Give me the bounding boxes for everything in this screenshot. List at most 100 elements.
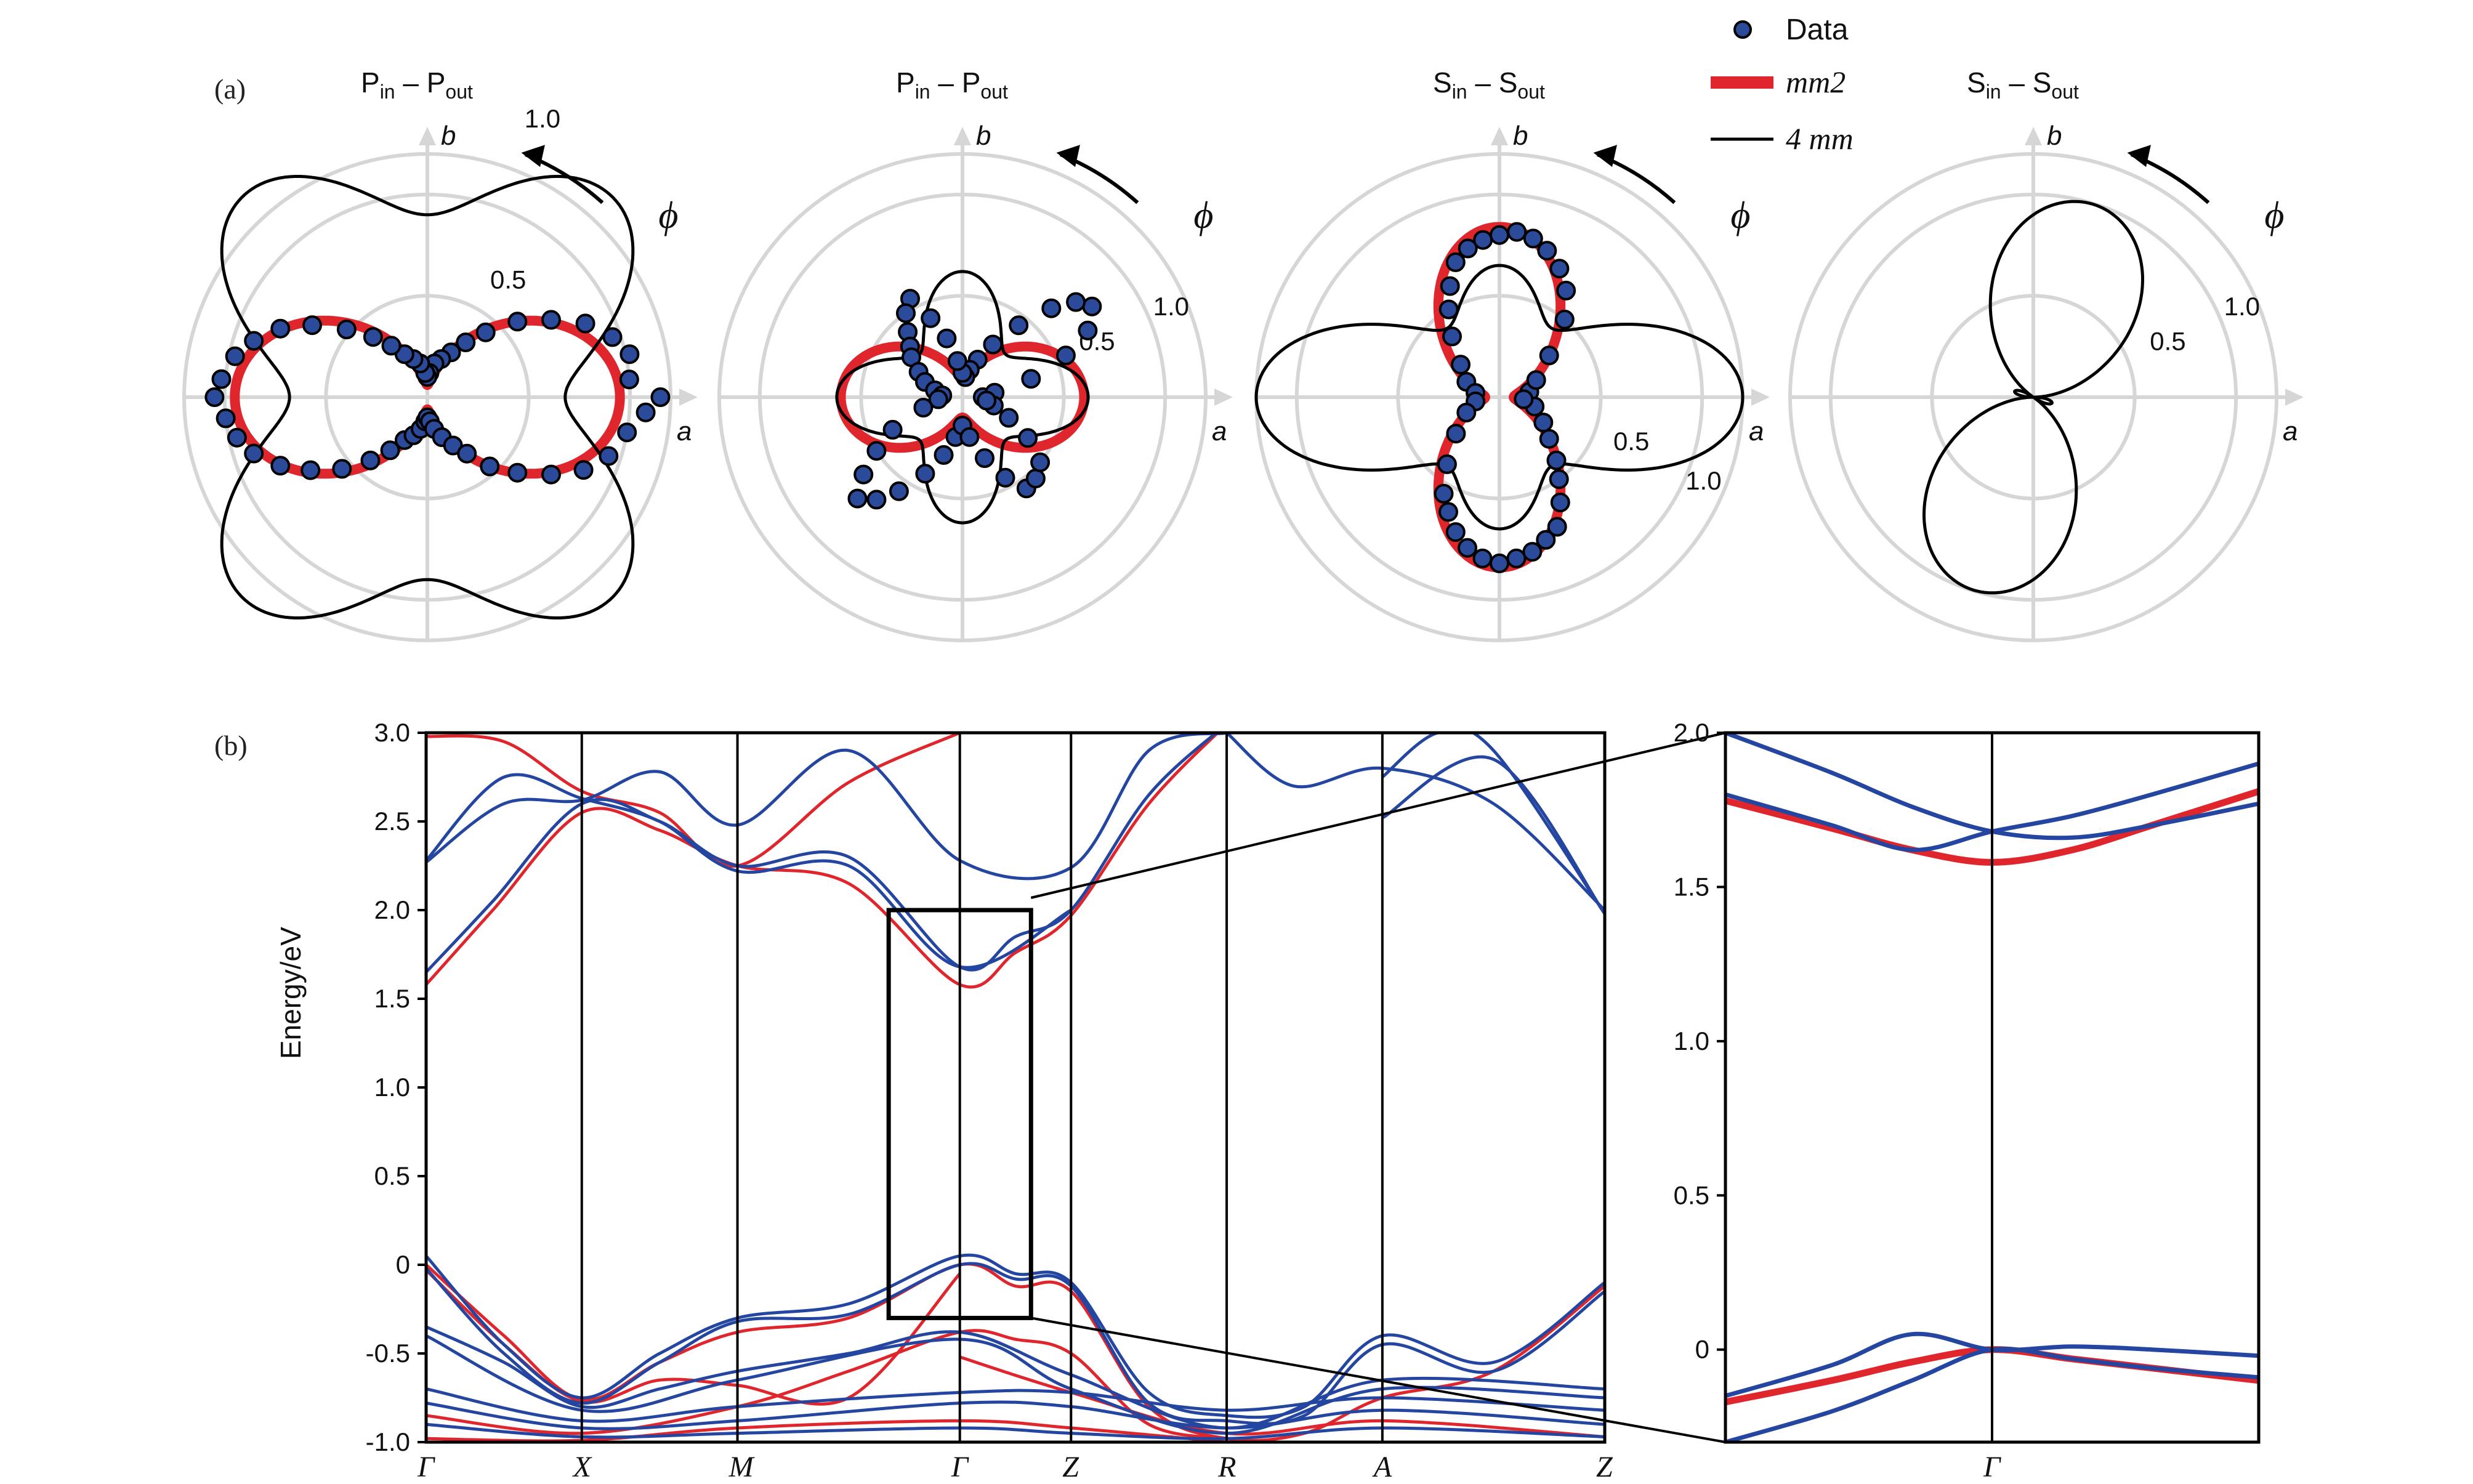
a-axis-arrowhead (2285, 389, 2304, 406)
band-lines (426, 733, 1605, 1442)
data-point (1456, 403, 1477, 422)
data-point (270, 456, 291, 476)
data-point (507, 462, 528, 483)
data-point (1539, 429, 1559, 449)
data-point (959, 427, 980, 447)
k-point-label: R (1217, 1451, 1236, 1483)
polar-plot-3: a b Sin – Sout 0.5 1.0 ϕ (1254, 67, 1770, 642)
data-point (896, 303, 916, 323)
data-point (1473, 230, 1493, 250)
band-structure-main: Γ X M Γ Z R A Z -1.0 -0.5 0 0.5 1.0 1.5 2.0 2.5 3.0 (366, 718, 1726, 1483)
data-point (456, 333, 476, 352)
data-point (270, 318, 291, 339)
data-point (575, 313, 595, 334)
y-tick-label: 0.5 (1674, 1180, 1709, 1209)
y-tick-label: 2.0 (1674, 718, 1709, 747)
data-point (336, 320, 357, 339)
data-point (301, 460, 321, 480)
data-point (204, 387, 225, 407)
phi-arrowhead (1056, 145, 1080, 167)
legend-4mm-label: 4 mm (1786, 121, 1854, 156)
data-point (913, 398, 934, 417)
data-point (360, 450, 381, 470)
phi-arrowhead (1593, 145, 1617, 167)
legend-mm2-label: mm2 (1786, 65, 1846, 99)
data-point (1546, 450, 1567, 470)
data-point (977, 390, 997, 411)
axis-label-b: b (2047, 121, 2062, 151)
data-point (332, 459, 352, 479)
blue-band (1381, 733, 1605, 915)
axis-label-b: b (441, 121, 456, 151)
data-point (1458, 538, 1477, 558)
phi-label: ϕ (1730, 195, 1750, 236)
data-point (1018, 428, 1038, 448)
data-point (1550, 493, 1570, 512)
b-axis-arrowhead (2025, 127, 2042, 145)
axis-label-a: a (677, 416, 692, 446)
y-tick-label: 0 (1695, 1335, 1709, 1364)
k-point-label: A (1372, 1451, 1392, 1483)
polar-title: Pin – Pout (896, 67, 1008, 103)
k-point-label: Z (1596, 1451, 1613, 1483)
r-tick-label-1-0: 1.0 (1685, 466, 1721, 495)
blue-band (426, 733, 1219, 974)
data-point (921, 308, 941, 328)
data-point (363, 327, 383, 347)
data-point (650, 387, 671, 407)
data-point (507, 312, 528, 332)
data-point (619, 344, 640, 365)
y-tick-label: 0.5 (374, 1161, 410, 1190)
phi-arrowhead (521, 145, 545, 167)
data-point (1055, 345, 1076, 366)
data-point (1536, 530, 1556, 550)
k-point-label: M (728, 1451, 756, 1483)
data-point (541, 310, 561, 330)
k-point-label: X (572, 1451, 592, 1483)
blue-band (426, 733, 1227, 881)
data-point (1537, 241, 1557, 261)
four-mm-curve (1922, 200, 2144, 595)
data-point (1522, 542, 1543, 562)
data-point (1458, 238, 1478, 259)
data-point (1438, 299, 1459, 320)
a-axis-arrowhead (679, 389, 698, 406)
data-point (1539, 345, 1559, 366)
data-point (882, 419, 903, 440)
polar-title: Pin – Pout (361, 67, 473, 103)
data-point (866, 490, 887, 510)
data-point (1507, 222, 1527, 242)
red-band (426, 1262, 1605, 1442)
polar-plot-1: a b Pin – Pout 0.5 1.0 ϕ (182, 67, 698, 642)
data-point (225, 346, 245, 366)
polar-title: Sin – Sout (1433, 67, 1545, 103)
connector-line-bottom (1030, 1317, 1726, 1443)
data-point (635, 402, 656, 422)
data-point (1025, 469, 1046, 489)
b-axis-arrowhead (1491, 127, 1508, 145)
data-point (599, 446, 619, 466)
polar-plot-4: a b Sin – Sout 0.5 1.0 ϕ (1788, 67, 2304, 642)
data-point (617, 422, 637, 443)
r-tick-label-1-0: 1.0 (1153, 292, 1189, 321)
data-point (1437, 454, 1457, 474)
data-point (1446, 424, 1466, 444)
data-point (1533, 413, 1554, 433)
data-point (934, 445, 954, 465)
y-tick-label: 1.5 (1674, 872, 1709, 901)
y-axis-label: Energy/eV (275, 927, 307, 1059)
axis-label-b: b (976, 121, 991, 151)
data-point (1472, 548, 1493, 568)
blue-band (426, 1325, 1605, 1430)
data-point (1514, 389, 1534, 409)
data-point (1009, 315, 1029, 336)
data-point (381, 336, 401, 356)
data-point (915, 464, 935, 484)
r-tick-label-0-5: 0.5 (2150, 327, 2185, 356)
red-band (426, 733, 1220, 989)
data-point (211, 369, 232, 389)
red-band (426, 733, 961, 868)
axis-label-a: a (1212, 416, 1227, 446)
data-point (1030, 452, 1051, 472)
